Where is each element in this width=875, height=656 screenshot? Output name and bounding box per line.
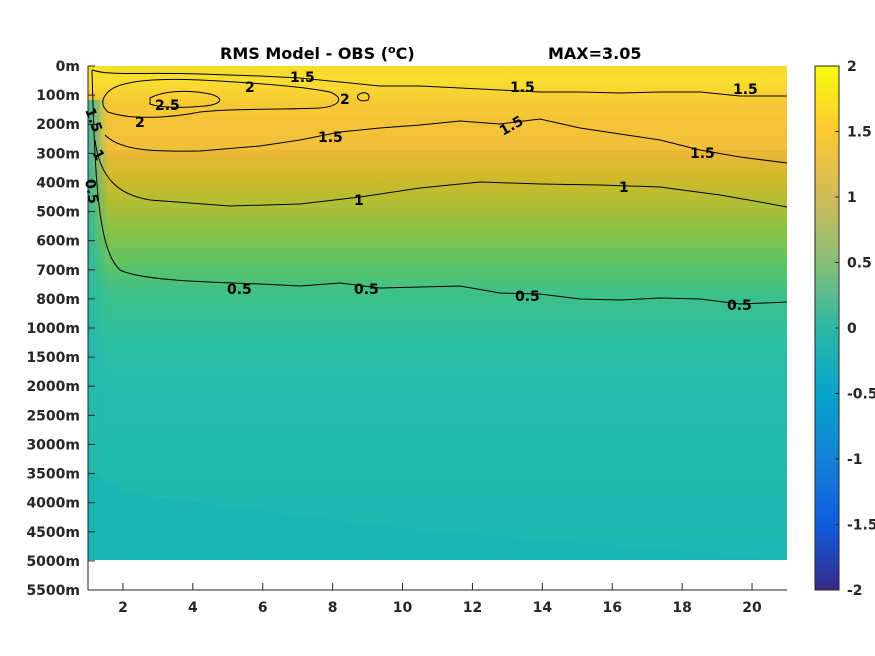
y-tick-label: 2500m [26,408,80,424]
contour-label: 2 [245,80,255,96]
x-tick-label: 6 [258,600,268,616]
contour-label: 0.5 [81,178,101,205]
y-tick-label: 3000m [26,437,80,453]
contour-label: 0.5 [227,282,252,298]
max-label: MAX=3.05 [548,44,642,63]
contour-1-5-top [91,69,787,97]
y-tick-label: 800m [36,292,80,308]
colorbar-tick-label: 1.5 [847,125,872,141]
contour-lines [91,69,788,305]
contour-label: 1.5 [690,146,715,162]
x-tick-label: 18 [672,600,691,616]
y-tick-label: 5500m [26,583,80,599]
y-tick-label: 2000m [26,379,80,395]
colorbar-tick-label: -0.5 [847,387,875,403]
contour-label: 1.5 [510,80,535,96]
x-tick-label: 10 [393,600,413,616]
contour-label: 2 [340,92,350,108]
contour-2-small [357,92,370,102]
y-tick-label: 4000m [26,496,80,512]
colorbar-tick-label: 2 [847,59,857,75]
y-tick-label: 5000m [26,554,80,570]
contour-1 [94,139,788,208]
y-tick-label: 700m [36,263,80,279]
y-tick-label: 100m [36,88,80,104]
colorbar-tick-label: 0 [847,321,857,337]
colorbar-tick-label: -2 [847,583,863,599]
colorbar-ticks: 2 1.5 1 0.5 0 -0.5 -1 -1.5 -2 [835,59,875,599]
contour-label: 0.5 [727,298,752,314]
y-tick-label: 200m [36,117,80,133]
contour-label: 1 [354,193,364,209]
contour-2-ring [102,78,340,118]
deep-water-band [88,470,787,560]
y-tick-label: 500m [36,205,80,221]
contour-2-5-ring [149,90,220,108]
contour-label: 0.5 [354,282,379,298]
contour-label: 1.5 [290,70,315,86]
upper-warm-band [100,70,787,150]
y-tick-label: 0m [56,59,80,75]
colorbar-tick-label: -1 [847,452,863,468]
colorbar-tick-label: 1 [847,190,857,206]
heatmap-field [88,66,787,590]
colorbar-tick-label: 0.5 [847,256,872,272]
colorbar: 2 1.5 1 0.5 0 -0.5 -1 -1.5 -2 [814,59,875,599]
contour-label: 2 [135,115,145,131]
y-tick-label: 600m [36,234,80,250]
x-tick-label: 20 [742,600,762,616]
y-tick-label: 1500m [26,350,80,366]
colorbar-tick-label: -1.5 [847,518,875,534]
chart-title: RMS Model - OBS (oC) [220,43,415,63]
x-tick-label: 4 [188,600,198,616]
y-tick-label: 300m [36,146,80,162]
contour-1-5-mid [104,118,788,164]
contour-0-5 [91,69,788,305]
x-ticks: 2 4 6 8 10 12 14 16 18 20 [118,583,762,616]
contour-label: 1 [619,180,629,196]
contour-label: 1.5 [81,106,105,135]
x-tick-label: 14 [533,600,553,616]
y-tick-label: 400m [36,175,80,191]
no-data-area [88,561,787,590]
x-tick-label: 2 [118,600,128,616]
contour-label: 2.5 [155,98,180,114]
contour-label: 1.5 [318,130,343,146]
contour-label: 1.5 [733,82,758,98]
y-tick-label: 3500m [26,467,80,483]
x-tick-label: 8 [328,600,338,616]
y-ticks: 0m 100m 200m 300m 400m 500m 600m 700m 800m 1000m 1… [26,59,95,599]
contour-label: 0.5 [515,289,540,305]
field-left-edge [88,100,787,560]
y-tick-label: 1000m [26,321,80,337]
x-tick-label: 12 [463,600,482,616]
x-tick-label: 16 [603,600,622,616]
y-tick-label: 4500m [26,525,80,541]
